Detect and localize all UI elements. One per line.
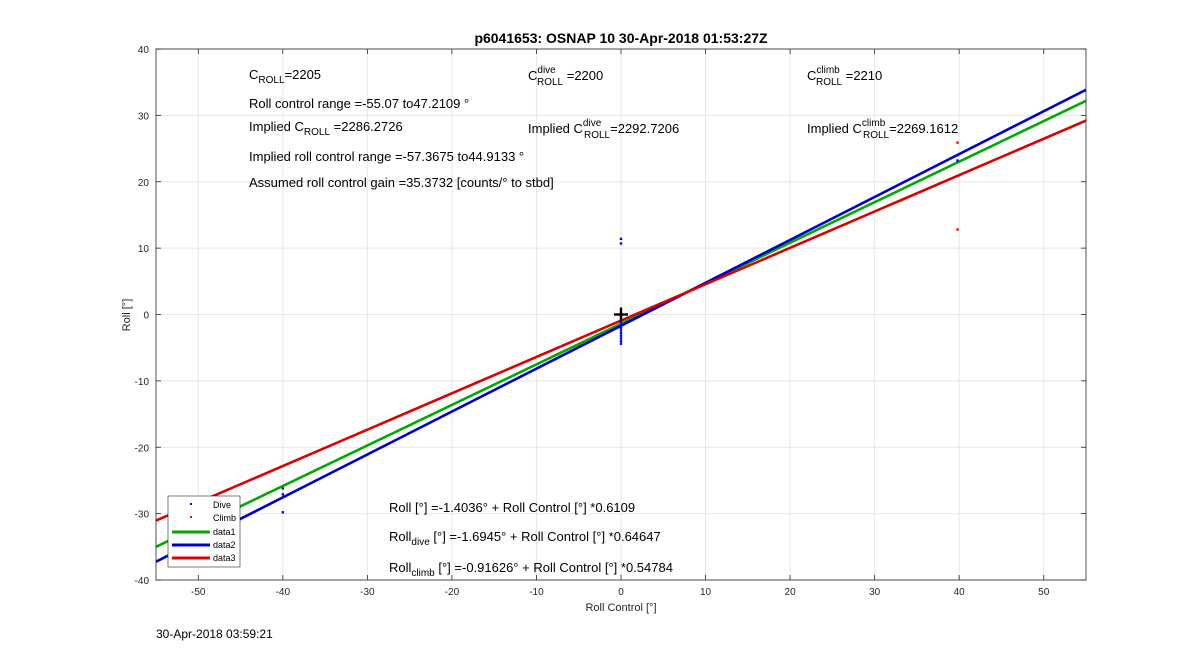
- x-tick-label: -10: [529, 587, 544, 598]
- point-dive: [619, 329, 623, 332]
- x-tick-label: 50: [1038, 587, 1050, 598]
- x-tick-label: 20: [785, 587, 797, 598]
- legend-climb-label: Climb: [213, 513, 236, 523]
- y-tick-label: 30: [138, 111, 150, 122]
- x-tick-label: 0: [618, 587, 624, 598]
- x-tick-label: -20: [445, 587, 460, 598]
- origin-marker: [614, 307, 628, 322]
- legend-data1-label: data1: [213, 527, 236, 537]
- point-dive: [619, 334, 623, 337]
- annotation-roll-control-range: Roll control range =-55.07 to47.2109 °: [249, 96, 469, 111]
- point-dive: [619, 331, 623, 335]
- annotation-c-roll-climb: Cclimb ROLL =2210: [807, 65, 882, 88]
- point-dive: [956, 154, 959, 157]
- equation-climb: Rollclimb [°] =-0.91626° + Roll Control …: [389, 560, 673, 579]
- point-climb: [956, 228, 959, 231]
- y-tick-label: 40: [138, 45, 150, 56]
- legend: Dive Climb data1 data2 data3: [167, 495, 241, 568]
- x-tick-label: -30: [360, 587, 375, 598]
- legend-data3-label: data3: [213, 553, 236, 563]
- point-dive: [619, 337, 623, 340]
- legend-climb-swatch: [190, 516, 192, 518]
- x-tick-labels: -50 -40 -30 -20 -10 0 10 20 30 40 50: [191, 587, 1050, 598]
- annotation-implied-range: Implied roll control range =-57.3675 to4…: [249, 149, 524, 164]
- y-tick-label: -10: [135, 377, 150, 388]
- annotation-implied-c-roll-dive: Implied Cdive ROLL=2292.7206: [528, 118, 679, 141]
- point-dive: [281, 511, 285, 514]
- x-tick-label: -40: [276, 587, 291, 598]
- y-tick-label: -20: [135, 443, 150, 454]
- chart-title: p6041653: OSNAP 10 30-Apr-2018 01:53:27Z: [474, 30, 768, 46]
- x-tick-label: -50: [191, 587, 206, 598]
- point-dive: [619, 242, 623, 245]
- y-tick-labels: -40 -30 -20 -10 0 10 20 30 40: [135, 45, 150, 587]
- fit-line-data1: [156, 99, 1086, 549]
- y-axis-label: Roll [°]: [121, 299, 133, 332]
- point-climb: [956, 141, 959, 144]
- footer-timestamp: 30-Apr-2018 03:59:21: [156, 627, 273, 641]
- annotation-implied-c-roll: Implied CROLL =2286.2726: [249, 119, 403, 138]
- point-dive: [619, 323, 623, 327]
- point-dive: [619, 237, 623, 241]
- y-tick-label: 20: [138, 178, 150, 189]
- x-tick-label: 40: [954, 587, 966, 598]
- annotation-implied-c-roll-climb: Implied Cclimb ROLL=2269.1612: [807, 118, 958, 141]
- x-tick-label: 10: [700, 587, 712, 598]
- legend-data2-label: data2: [213, 540, 236, 550]
- x-tick-label: 30: [869, 587, 881, 598]
- y-tick-label: -30: [135, 510, 150, 521]
- point-dive: [956, 159, 959, 162]
- y-tick-label: 10: [138, 244, 150, 255]
- annotation-c-roll: CROLL=2205: [249, 67, 321, 86]
- legend-dive-label: Dive: [213, 500, 231, 510]
- annotation-gain: Assumed roll control gain =35.3732 [coun…: [249, 175, 554, 190]
- equation-overall: Roll [°] =-1.4036° + Roll Control [°] *0…: [389, 500, 635, 515]
- legend-dive-swatch: [190, 503, 192, 505]
- annotation-c-roll-dive: Cdive ROLL =2200: [528, 65, 603, 88]
- point-dive: [619, 321, 623, 324]
- y-tick-label: -40: [135, 576, 150, 587]
- y-tick-label: 0: [143, 311, 149, 322]
- point-dive: [281, 487, 285, 490]
- point-dive: [619, 326, 623, 329]
- point-dive: [619, 339, 623, 343]
- x-axis-label: Roll Control [°]: [585, 602, 656, 614]
- point-dive: [281, 493, 285, 496]
- equation-dive: Rolldive [°] =-1.6945° + Roll Control [°…: [389, 529, 661, 548]
- point-dive: [619, 342, 623, 345]
- plot-frame: [155, 48, 1087, 581]
